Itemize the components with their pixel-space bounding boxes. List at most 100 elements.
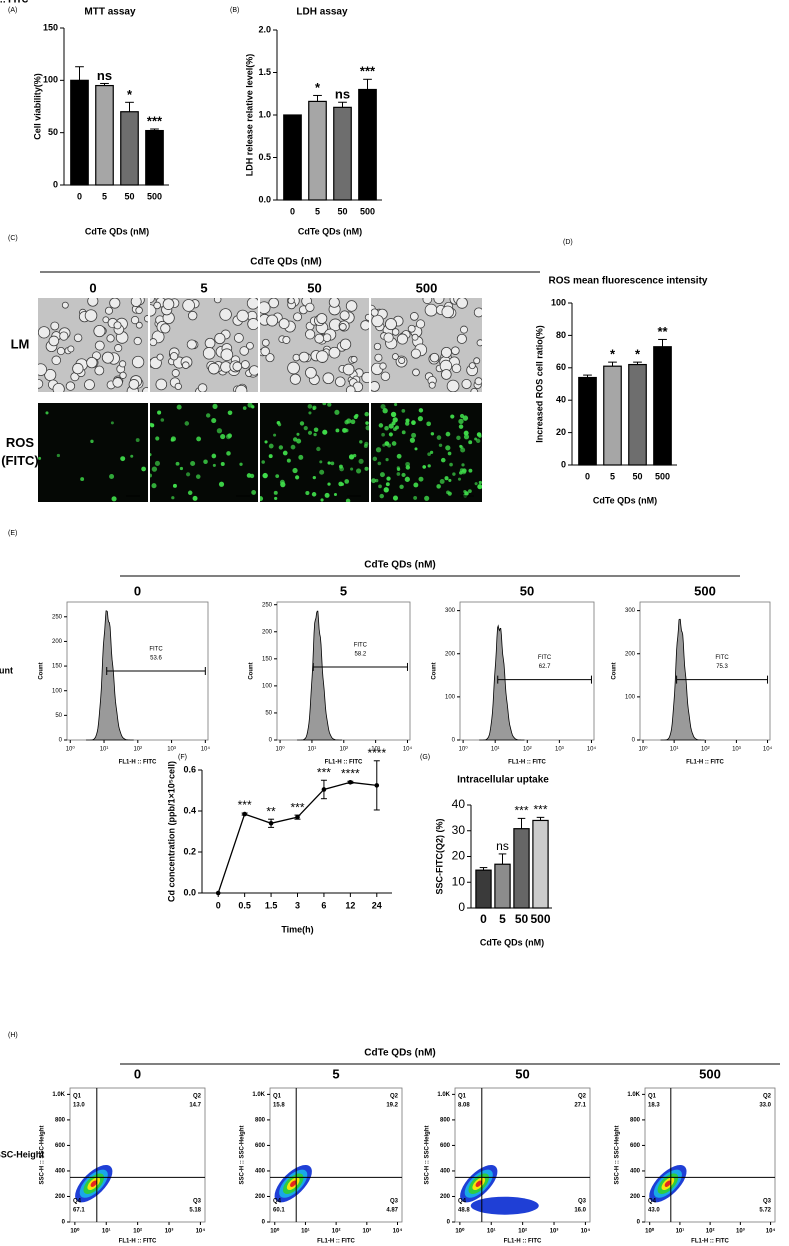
fluorescent-cell <box>312 476 316 480</box>
y-axis-label: SSC-H :: SSC-Height <box>40 1126 46 1185</box>
x-tick-label: 10³ <box>550 1228 559 1235</box>
significance-label: *** <box>533 803 547 817</box>
y-tick-label: 800 <box>255 1117 266 1123</box>
x-tick-label: 10⁴ <box>201 746 211 753</box>
x-tick-label: 5 <box>315 206 320 216</box>
fluorescent-cell <box>260 496 264 502</box>
quadrant-value: 8.08 <box>458 1103 470 1109</box>
fluorescent-cell <box>264 440 268 444</box>
quadrant-name: Q3 <box>578 1199 587 1205</box>
cell <box>130 315 140 325</box>
quadrant-value: 43.0 <box>648 1208 660 1214</box>
fluorescent-cell <box>251 405 255 409</box>
fluorescent-cell <box>311 492 317 497</box>
x-tick-label: 0 <box>216 900 221 910</box>
plot-frame <box>459 601 595 741</box>
plot-title: 50 <box>515 1066 529 1081</box>
fluorescent-cell <box>404 421 410 426</box>
fluorescent-cell <box>459 444 463 448</box>
significance-label: * <box>315 80 321 95</box>
cell <box>93 324 106 338</box>
chart-title: CdTe QDs (nM) <box>364 1048 435 1059</box>
plot-title: 500 <box>694 583 716 598</box>
fluorescent-cell <box>458 418 464 425</box>
significance-label: ns <box>335 87 350 102</box>
cell <box>156 353 164 361</box>
y-tick-label: 0.2 <box>183 846 196 856</box>
cell <box>38 326 51 339</box>
fluorescent-cell <box>171 496 175 500</box>
significance-label: **** <box>367 746 386 760</box>
cell <box>374 353 383 362</box>
micrograph <box>38 403 148 502</box>
fluorescent-cell <box>298 454 304 460</box>
cell <box>292 353 301 362</box>
plot-title: 500 <box>699 1066 721 1081</box>
fluorescent-cell <box>345 498 351 502</box>
fluorescent-cell <box>322 429 328 435</box>
x-tick-label: 50 <box>515 912 529 926</box>
fluorescent-cell <box>386 476 391 481</box>
fluorescent-cell <box>176 404 182 410</box>
x-axis-label: FL1-H :: FITC <box>119 760 157 766</box>
y-tick-label: 400 <box>440 1169 451 1175</box>
fluorescent-cell <box>463 434 470 440</box>
fluorescent-cell <box>460 447 466 453</box>
fluorescent-cell <box>422 465 427 469</box>
fluorescent-cell <box>365 425 369 431</box>
fluorescent-cell <box>340 482 345 486</box>
x-tick-label: 10² <box>706 1228 715 1235</box>
fluorescent-cell <box>449 462 453 467</box>
cell <box>446 379 460 392</box>
significance-label: ** <box>657 324 668 339</box>
fluorescent-cell <box>382 408 388 414</box>
cell <box>451 363 462 374</box>
cell <box>429 352 440 363</box>
plot-title: 0 <box>134 1066 141 1081</box>
fluorescent-cell <box>327 482 331 486</box>
density-tail <box>470 1196 539 1215</box>
y-tick-label: 200 <box>262 629 273 635</box>
x-tick-label: 10⁴ <box>393 1229 403 1235</box>
fluorescent-cell <box>436 435 442 440</box>
fluorescent-cell <box>319 460 323 464</box>
x-tick-label: 10³ <box>555 747 564 753</box>
fluorescent-cell <box>151 466 158 472</box>
fluorescent-cell <box>392 417 398 423</box>
bar <box>475 869 492 909</box>
cell <box>298 351 310 363</box>
fluorescent-cell <box>282 450 288 456</box>
fluorescent-cell <box>324 492 330 498</box>
cell <box>293 312 303 322</box>
micrograph-bg <box>38 403 148 502</box>
cell <box>345 385 356 392</box>
y-tick-label: 100 <box>43 75 58 85</box>
fluorescent-cell <box>363 443 368 448</box>
fluorescent-cell <box>396 472 401 476</box>
fluorescent-cell <box>439 479 445 484</box>
data-point <box>215 890 221 896</box>
chart-title: CdTe QDs (nM) <box>364 560 435 571</box>
cell <box>182 299 195 312</box>
fluorescent-cell <box>372 456 378 462</box>
density-level <box>90 1180 97 1187</box>
fluorescent-cell <box>151 483 157 489</box>
fluorescent-cell <box>187 490 193 496</box>
fluorescent-cell <box>184 421 190 426</box>
row-sublabel: (FITC) <box>1 453 39 468</box>
plot-frame <box>69 1087 206 1223</box>
fluorescent-cell <box>348 454 355 460</box>
cell <box>314 333 325 344</box>
y-tick-label: 400 <box>255 1169 266 1175</box>
y-tick-label: 1.0K <box>52 1092 65 1098</box>
fluorescent-cell <box>155 436 160 441</box>
fluorescent-cell <box>276 420 281 425</box>
micrograph <box>260 403 369 502</box>
plot-title: 5 <box>332 1066 339 1081</box>
fluorescent-cell <box>385 458 389 462</box>
cell <box>468 362 476 370</box>
cell <box>410 312 419 321</box>
micrograph <box>371 298 482 392</box>
y-axis-label: SSC-H :: SSC-Height <box>425 1126 431 1185</box>
cell <box>278 318 290 329</box>
